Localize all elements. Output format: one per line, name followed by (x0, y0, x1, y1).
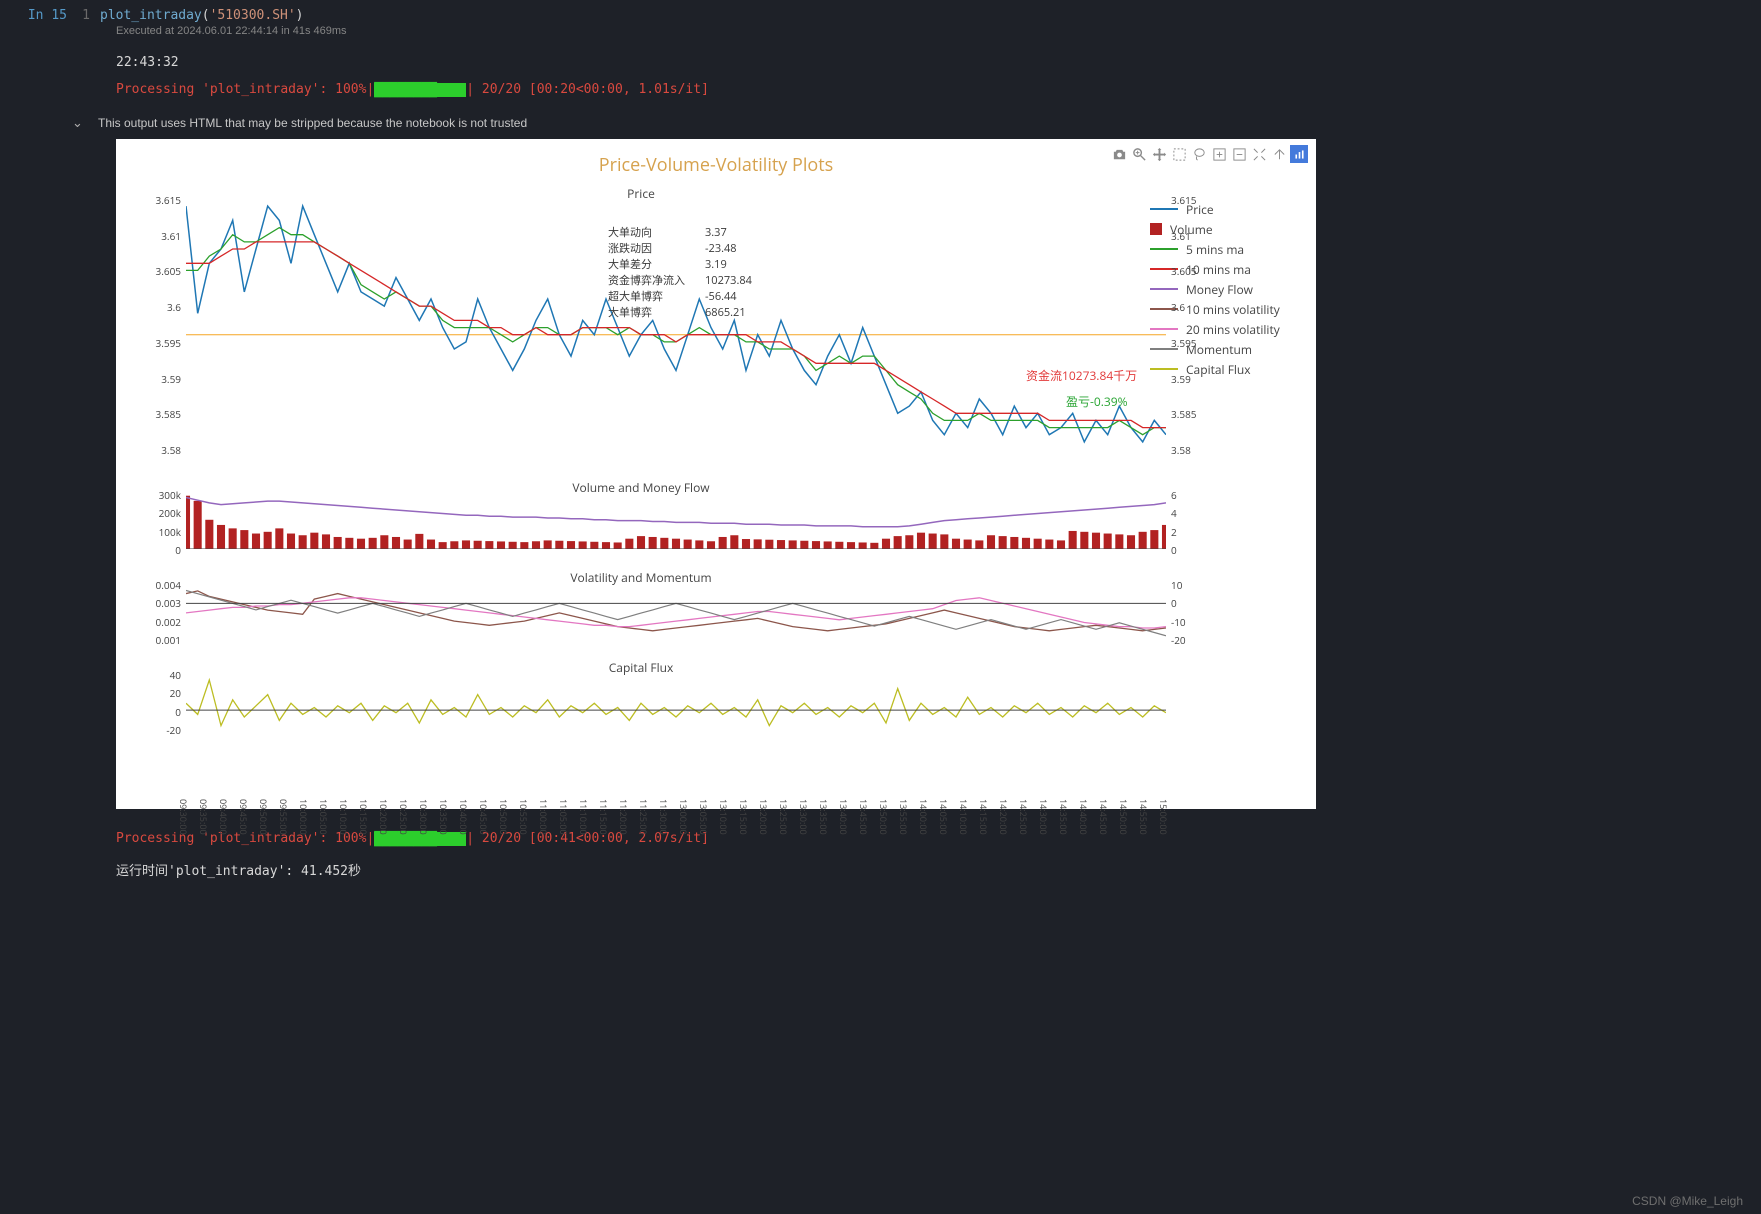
input-cell: In 15 1 plot_intraday('510300.SH') (0, 8, 1761, 23)
legend-item[interactable]: Money Flow (1150, 279, 1300, 299)
line-number: 1 (75, 8, 100, 23)
output-timestamp: 22:43:32 (116, 55, 1761, 70)
plotly-figure[interactable]: Price-Volume-Volatility Plots PriceVolum… (116, 139, 1316, 809)
watermark: CSDN @Mike_Leigh (1632, 1194, 1743, 1208)
info-table: 大单动向3.37涨跌动因-23.48大单差分3.19资金博弈净流入10273.8… (606, 224, 754, 322)
code-line[interactable]: plot_intraday('510300.SH') (100, 8, 304, 23)
runtime-output: 运行时间'plot_intraday': 41.452秒 (116, 860, 1761, 879)
chart-title: Price-Volume-Volatility Plots (116, 153, 1316, 177)
trust-warning-row: ⌄ This output uses HTML that may be stri… (72, 115, 1761, 131)
chevron-down-icon[interactable]: ⌄ (72, 115, 86, 131)
trust-warning-text: This output uses HTML that may be stripp… (98, 116, 527, 130)
function-name: plot_intraday (100, 8, 202, 23)
exec-metadata: Executed at 2024.06.01 22:44:14 in 41s 4… (116, 25, 1761, 37)
volat-panel[interactable] (186, 584, 1166, 639)
progress-bar-1: ████████ (374, 83, 466, 97)
volume-panel[interactable] (186, 494, 1166, 549)
flux-panel[interactable] (186, 674, 1166, 729)
pnl-annotation: 盈亏-0.39% (1066, 393, 1128, 410)
prompt-label: In 15 (0, 8, 75, 23)
flow-annotation: 资金流10273.84千万 (1026, 367, 1137, 384)
progress-line-1: Processing 'plot_intraday': 100%|███████… (116, 82, 1761, 97)
legend: PriceVolume5 mins ma10 mins maMoney Flow… (1150, 199, 1300, 379)
string-arg: '510300.SH' (210, 8, 296, 23)
